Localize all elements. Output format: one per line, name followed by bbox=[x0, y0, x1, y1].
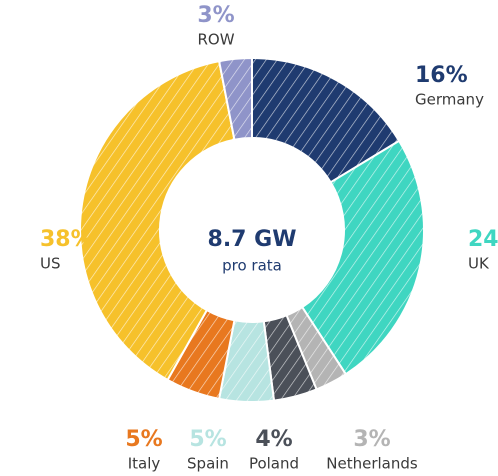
center-subtitle: pro rata bbox=[222, 257, 282, 275]
segment-texture bbox=[302, 140, 425, 375]
category-label: ROW bbox=[197, 31, 234, 49]
segment-texture bbox=[167, 310, 235, 399]
segment-texture bbox=[252, 58, 400, 183]
center-title: 8.7 GW bbox=[208, 227, 297, 252]
category-label: Spain bbox=[187, 455, 229, 473]
segment-texture bbox=[79, 61, 235, 380]
segment-texture bbox=[286, 307, 346, 390]
category-label: Netherlands bbox=[326, 455, 418, 473]
donut bbox=[79, 56, 425, 403]
category-label: Poland bbox=[249, 455, 299, 473]
value-label: 38% bbox=[40, 227, 93, 252]
category-label: Germany bbox=[415, 91, 484, 109]
category-label: UK bbox=[468, 255, 490, 273]
segment-texture bbox=[263, 315, 317, 401]
value-label: 5% bbox=[189, 427, 226, 452]
value-label: 16% bbox=[415, 63, 468, 88]
value-label: 24% bbox=[468, 227, 498, 252]
value-label: 4% bbox=[255, 427, 292, 452]
value-label: 5% bbox=[125, 427, 162, 452]
category-label: Italy bbox=[128, 455, 161, 473]
value-label: 3% bbox=[197, 3, 234, 28]
value-label: 3% bbox=[353, 427, 390, 452]
segment-texture bbox=[219, 58, 252, 140]
segment-texture bbox=[219, 320, 274, 403]
category-label: US bbox=[40, 255, 61, 273]
